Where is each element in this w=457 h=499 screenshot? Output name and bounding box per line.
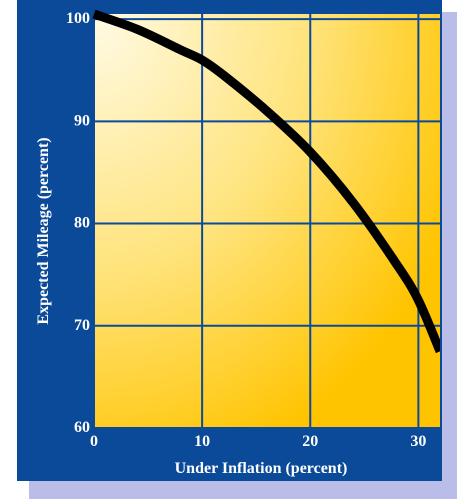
tick-labels: 60 70 80 90 100 0 10 20 30 <box>66 10 426 450</box>
series-layer <box>92 9 440 354</box>
x-tick-label-10: 10 <box>194 433 210 450</box>
y-tick-label-60: 60 <box>74 419 90 436</box>
x-tick-label-0: 0 <box>90 433 98 450</box>
plot-area <box>94 14 440 428</box>
y-axis-label: Expected Mileage (percent) <box>35 137 52 324</box>
x-axis-label: Under Inflation (percent) <box>175 460 348 477</box>
y-tick-label-90: 90 <box>74 112 90 129</box>
x-tick-label-30: 30 <box>410 433 426 450</box>
y-tick-label-100: 100 <box>66 10 90 27</box>
y-tick-label-80: 80 <box>74 215 90 232</box>
x-tick-label-20: 20 <box>302 433 318 450</box>
gridlines <box>93 14 440 429</box>
series-line-0 <box>92 9 440 354</box>
y-tick-label-70: 70 <box>74 317 90 334</box>
